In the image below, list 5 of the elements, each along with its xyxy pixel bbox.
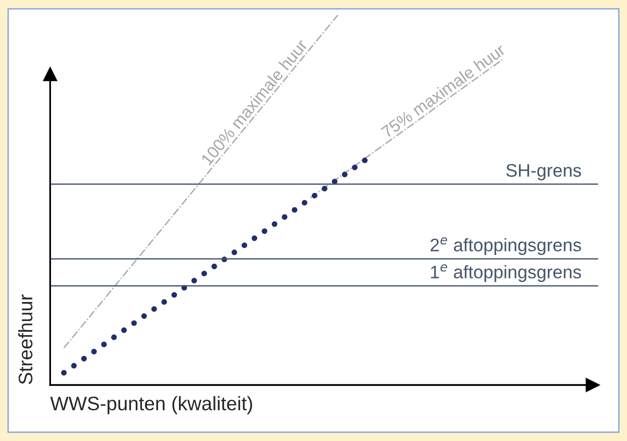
- ref-line-label: SH-grens: [506, 164, 582, 180]
- y-axis-title: Streefhuur: [18, 294, 32, 384]
- x-axis-title: WWS-punten (kwaliteit): [50, 396, 252, 414]
- ref-line-label: 2$^{e}$ aftoppingsgrens: [430, 237, 582, 255]
- ref-line-label: 1$^{e}$ aftoppingsgrens: [431, 264, 582, 282]
